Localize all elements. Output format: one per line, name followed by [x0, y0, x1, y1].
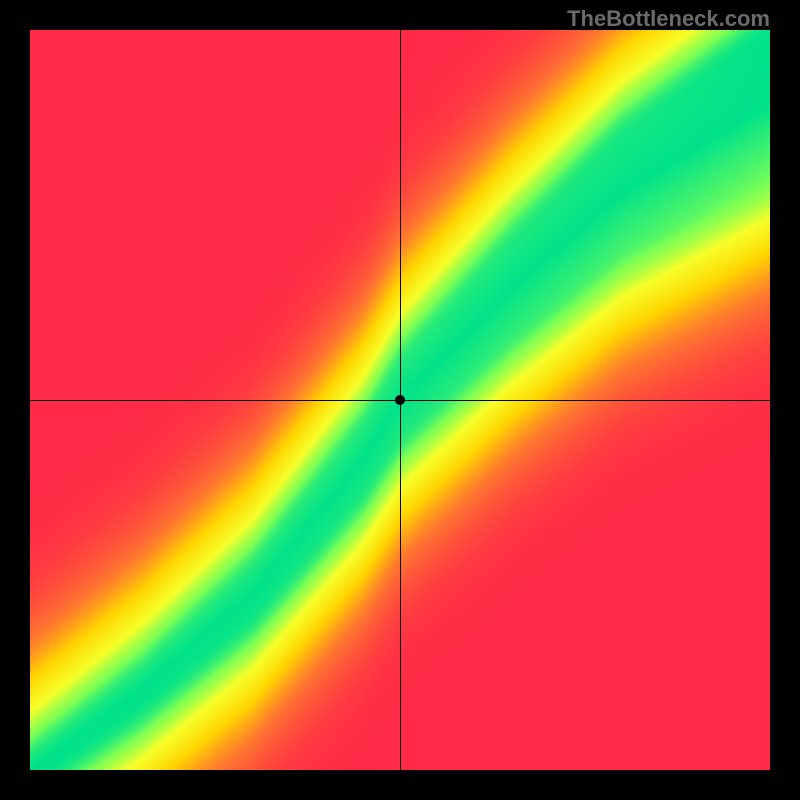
- crosshair-marker: [395, 395, 405, 405]
- bottleneck-heatmap: [30, 30, 770, 770]
- watermark: TheBottleneck.com: [567, 6, 770, 32]
